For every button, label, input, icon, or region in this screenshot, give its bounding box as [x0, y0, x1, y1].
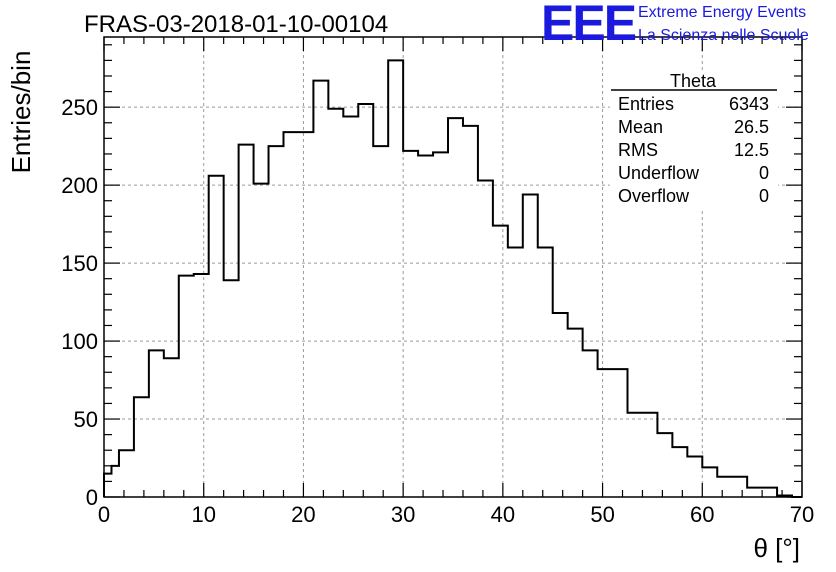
logo-mark: EEE	[541, 0, 636, 51]
logo-line-1: Extreme Energy Events	[638, 4, 806, 21]
stats-label-rms: RMS	[618, 140, 658, 160]
x-tick-label: 50	[590, 502, 614, 527]
stats-label-entries: Entries	[618, 94, 674, 114]
stats-box-background	[610, 70, 778, 210]
axis-ticks	[103, 37, 803, 498]
y-tick-label: 100	[61, 329, 98, 354]
y-tick-label: 50	[74, 407, 98, 432]
stats-value-underflow: 0	[759, 163, 769, 183]
tick-labels: 0 10 20 30 40 50 60 70 0 50 100 150 200 250	[61, 95, 814, 527]
x-tick-label: 60	[690, 502, 714, 527]
x-tick-label: 20	[291, 502, 315, 527]
stats-value-entries: 6343	[729, 94, 769, 114]
plot-frame	[103, 36, 803, 498]
x-axis-label: θ [°]	[753, 533, 800, 563]
y-tick-label: 150	[61, 251, 98, 276]
stats-title: Theta	[670, 71, 717, 91]
stats-label-mean: Mean	[618, 117, 663, 137]
stats-box: Theta Entries 6343 Mean 26.5 RMS 12.5 Un…	[610, 70, 778, 210]
x-tick-label: 30	[391, 502, 415, 527]
x-tick-label: 0	[98, 502, 110, 527]
stats-value-rms: 12.5	[734, 140, 769, 160]
eee-logo: EEE Extreme Energy Events La Scienza nel…	[541, 0, 809, 51]
x-tick-label: 10	[191, 502, 215, 527]
stats-label-underflow: Underflow	[618, 163, 700, 183]
y-axis-label: Entries/bin	[6, 51, 36, 174]
x-tick-label: 40	[491, 502, 515, 527]
grid-lines	[104, 37, 802, 497]
stats-value-mean: 26.5	[734, 117, 769, 137]
logo-line-2: La Scienza nelle Scuole	[638, 27, 809, 44]
chart-title: FRAS-03-2018-01-10-00104	[84, 11, 388, 38]
y-tick-label: 250	[61, 95, 98, 120]
histogram-series-line	[103, 59, 802, 498]
x-tick-label: 70	[790, 502, 814, 527]
stats-label-overflow: Overflow	[618, 186, 690, 206]
y-tick-label: 0	[86, 485, 98, 510]
stats-value-overflow: 0	[759, 186, 769, 206]
y-tick-label: 200	[61, 173, 98, 198]
